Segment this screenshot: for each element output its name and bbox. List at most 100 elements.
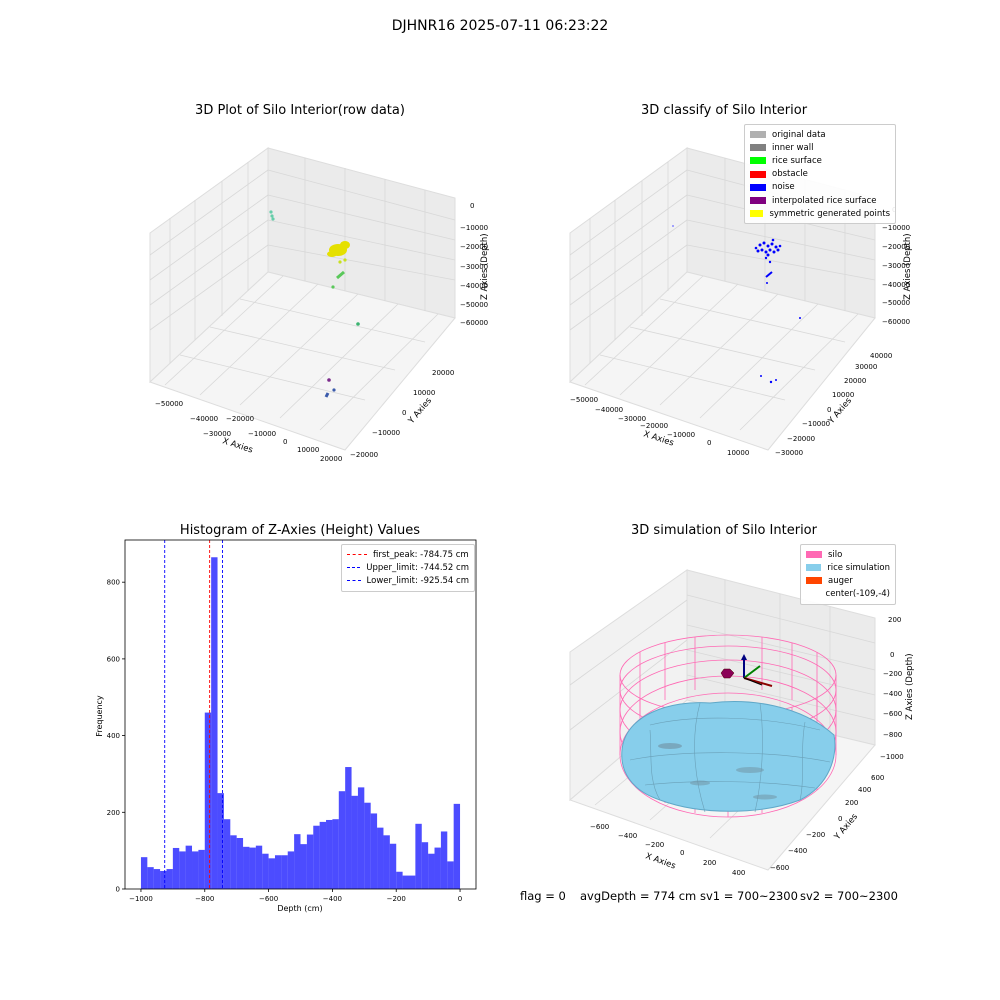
raw-ylabel: Y Axies — [406, 396, 434, 427]
histogram-bar — [230, 835, 237, 889]
classify-ztick: −20000 — [882, 243, 910, 251]
sv1-text: sv1 = 700~2300 — [700, 889, 798, 903]
histogram-xtick-label: −1000 — [129, 895, 153, 903]
histogram-ytick-label: 200 — [107, 809, 120, 817]
sim-xtick: −600 — [590, 823, 609, 831]
histogram-ytick-label: 400 — [107, 732, 120, 740]
sv2-text: sv2 = 700~2300 — [800, 889, 898, 903]
histogram-bar — [389, 843, 397, 889]
classify-xtick: 10000 — [727, 449, 749, 457]
legend-swatch — [806, 551, 822, 559]
classify-xtick: 0 — [707, 439, 711, 447]
sim-ytick: −400 — [788, 847, 807, 855]
histogram-vlines — [164, 540, 223, 889]
classify-xtick: −30000 — [618, 415, 646, 423]
histogram-chart: −1000 −800 −600 −400 −200 0 0 200 400 600 800 Dep… — [95, 539, 477, 913]
histogram-bar — [319, 821, 327, 889]
sim-ztick: −800 — [883, 731, 902, 739]
histogram-bar — [447, 861, 454, 889]
histogram-bar — [383, 835, 390, 889]
histogram-bar — [287, 851, 295, 889]
legend-item: interpolated rice surface — [750, 194, 890, 207]
legend-swatch — [750, 183, 766, 191]
histogram-bar — [204, 712, 212, 889]
classify-ytick: −30000 — [775, 449, 803, 457]
histogram-bar — [281, 855, 288, 889]
histogram-bar — [357, 787, 365, 889]
histogram-yticks: 0 200 400 600 800 — [107, 579, 125, 894]
legend-line — [347, 554, 367, 556]
raw-ytick: −10000 — [372, 429, 400, 437]
histogram-bar — [147, 867, 154, 889]
histogram-bar — [377, 827, 384, 889]
raw-xtick: −40000 — [190, 415, 218, 423]
sim-ytick: −200 — [806, 831, 825, 839]
histogram-xtick-label: −600 — [259, 895, 278, 903]
legend-swatch — [750, 131, 766, 139]
histogram-bar — [274, 855, 282, 889]
histogram-bar — [434, 847, 441, 889]
classify-xtick: −20000 — [640, 422, 668, 430]
histogram-bar — [192, 851, 199, 889]
legend-item: Lower_limit: -925.54 cm — [347, 574, 469, 587]
histogram-bar — [421, 842, 429, 889]
sim-ylabel: Y Axies — [832, 812, 860, 843]
sim-ytick: 400 — [858, 786, 871, 794]
sim-ytick: 200 — [845, 799, 858, 807]
sim-ztick: −1000 — [880, 753, 904, 761]
classify-ytick: 0 — [827, 406, 831, 414]
legend-line — [347, 580, 361, 582]
raw-xtick: 20000 — [320, 455, 342, 463]
sim-xtick: −200 — [645, 841, 664, 849]
histogram-ytick-label: 0 — [116, 886, 120, 894]
histogram-xtick-label: 0 — [458, 895, 462, 903]
classify-ztick: −30000 — [882, 262, 910, 270]
histogram-bar — [370, 813, 378, 889]
histogram-xtick-label: −200 — [387, 895, 406, 903]
legend-item: silo — [806, 548, 890, 561]
histogram-bar — [332, 819, 339, 889]
histogram-bar — [364, 802, 371, 889]
histogram-bar — [268, 858, 275, 889]
classify-ztick: −50000 — [882, 299, 910, 307]
raw-ztick: −50000 — [460, 301, 488, 309]
classify-ytick: 30000 — [855, 363, 877, 371]
simulation-3d-plot: −600 −400 −200 0 200 400 −600 −400 −200 … — [569, 569, 915, 877]
raw-xtick: 10000 — [297, 446, 319, 454]
sim-xtick: 0 — [680, 849, 684, 857]
classify-ztick: −40000 — [882, 281, 910, 289]
histogram-bar — [217, 793, 224, 889]
classify-legend: original data inner wall rice surface ob… — [744, 124, 896, 225]
sim-xtick: 200 — [703, 859, 716, 867]
legend-swatch — [750, 170, 766, 178]
raw-xtick: −50000 — [155, 400, 183, 408]
figure-title: DJHNR16 2025-07-11 06:23:22 — [391, 18, 609, 34]
legend-swatch — [750, 210, 764, 218]
histogram-bar — [166, 869, 173, 889]
histogram-ytick-label: 600 — [107, 655, 120, 663]
histogram-bar — [428, 853, 435, 889]
legend-swatch — [806, 591, 820, 598]
classify-xtick: −40000 — [595, 406, 623, 414]
raw-ytick: 0 — [402, 409, 406, 417]
classify-3d-panes — [569, 147, 876, 451]
histogram-bar — [396, 871, 403, 889]
sim-ztick: 0 — [890, 651, 894, 659]
raw-xtick: −20000 — [226, 415, 254, 423]
legend-item: obstacle — [750, 168, 890, 181]
histogram-bar — [326, 819, 333, 889]
histogram-bar — [415, 823, 422, 889]
histogram-bar — [185, 845, 193, 889]
raw-xtick: 0 — [283, 438, 287, 446]
classify-xtick: −50000 — [570, 396, 598, 404]
sim-zlabel: Z Axies (Depth) — [905, 653, 915, 720]
raw-ytick: 10000 — [413, 389, 435, 397]
raw-3d-panes — [149, 147, 456, 451]
raw-xtick: −30000 — [203, 430, 231, 438]
sim-xtick: −400 — [618, 832, 637, 840]
raw-ytick: 20000 — [432, 369, 454, 377]
histogram-ylabel: Frequency — [95, 695, 104, 737]
histogram-bar — [211, 557, 218, 889]
legend-item: symmetric generated points — [750, 207, 890, 220]
raw-ztick: −40000 — [460, 282, 488, 290]
